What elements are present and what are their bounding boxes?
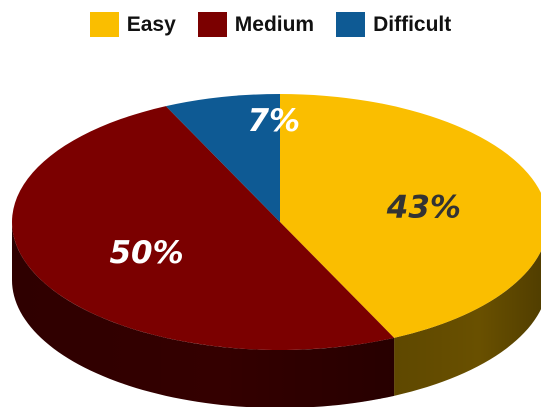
legend-label-medium: Medium (234, 12, 315, 36)
legend-item-difficult: Difficult (336, 12, 451, 37)
slice-label-easy: 43% (386, 190, 461, 226)
legend-swatch-difficult (336, 12, 366, 37)
slice-labels: 43% 50% 7% (109, 103, 461, 271)
pie-sides (12, 222, 541, 407)
legend-item-medium: Medium (197, 12, 315, 37)
pie-slices (11, 94, 541, 351)
legend: Easy Medium Difficult (0, 12, 541, 37)
legend-swatch-easy (89, 12, 119, 37)
legend-swatch-medium (197, 12, 227, 37)
legend-item-easy: Easy (89, 12, 176, 37)
legend-label-difficult: Difficult (373, 12, 452, 36)
slice-medium (11, 106, 395, 351)
slice-easy (280, 94, 541, 338)
legend-label-easy: Easy (126, 12, 176, 36)
slice-side-shading-medium (12, 222, 395, 407)
slice-label-difficult: 7% (247, 103, 300, 139)
slice-side-shading-easy (394, 250, 541, 396)
slice-difficult (165, 94, 280, 222)
slice-label-medium: 50% (109, 235, 183, 271)
